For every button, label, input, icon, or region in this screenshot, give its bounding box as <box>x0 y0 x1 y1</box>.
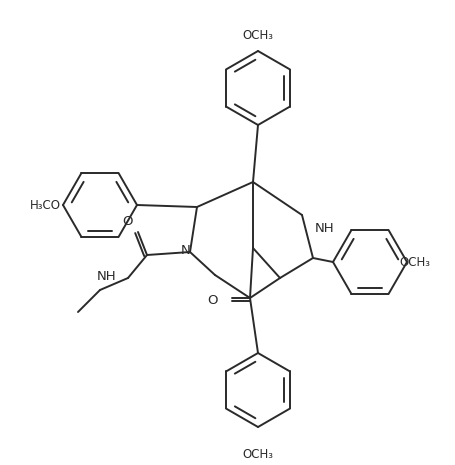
Text: OCH₃: OCH₃ <box>242 28 273 41</box>
Text: H₃CO: H₃CO <box>30 199 61 212</box>
Text: O: O <box>207 293 217 306</box>
Text: O: O <box>122 215 133 228</box>
Text: NH: NH <box>96 270 116 283</box>
Text: N: N <box>181 244 191 257</box>
Text: NH: NH <box>314 221 334 234</box>
Text: OCH₃: OCH₃ <box>398 255 429 268</box>
Text: OCH₃: OCH₃ <box>242 449 273 461</box>
